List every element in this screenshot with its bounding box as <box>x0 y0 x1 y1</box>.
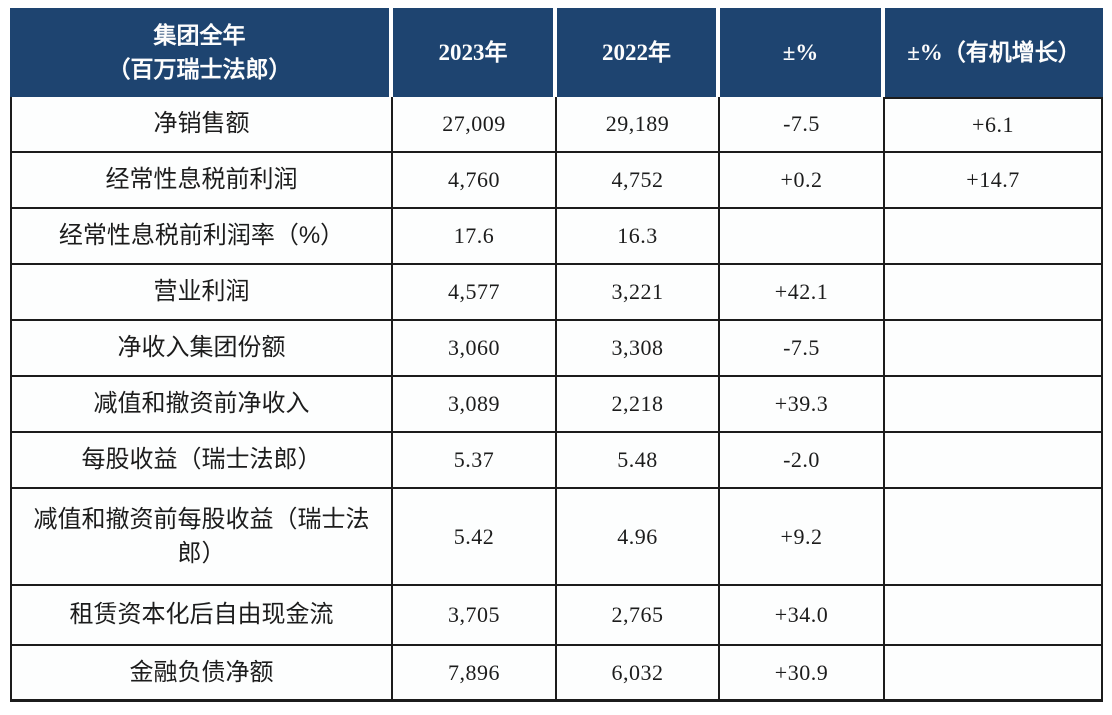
value-organic <box>885 265 1103 321</box>
header-row: 集团全年 （百万瑞士法郎） 2023年 2022年 ±% ±%（有机增长） <box>10 8 1103 97</box>
value-pct: +9.2 <box>720 489 885 586</box>
value-pct: +42.1 <box>720 265 885 321</box>
header-metric: 集团全年 （百万瑞士法郎） <box>10 8 393 97</box>
value-2023: 5.42 <box>393 489 557 586</box>
table-row: 金融负债净额 7,896 6,032 +30.9 <box>10 646 1103 702</box>
table-body: 净销售额 27,009 29,189 -7.5 +6.1 经常性息税前利润 4,… <box>10 97 1103 702</box>
value-2023: 4,577 <box>393 265 557 321</box>
financial-results-table: 集团全年 （百万瑞士法郎） 2023年 2022年 ±% ±%（有机增长） 净销… <box>10 8 1103 702</box>
table-row: 净收入集团份额 3,060 3,308 -7.5 <box>10 321 1103 377</box>
value-pct <box>720 209 885 265</box>
value-2022: 3,308 <box>557 321 720 377</box>
value-organic <box>885 433 1103 489</box>
header-metric-line2: （百万瑞士法郎） <box>107 56 292 82</box>
value-pct: +30.9 <box>720 646 885 702</box>
value-2022: 29,189 <box>557 97 720 153</box>
row-label: 减值和撤资前净收入 <box>10 377 393 433</box>
value-2023: 7,896 <box>393 646 557 702</box>
table-row: 减值和撤资前每股收益（瑞士法郎） 5.42 4.96 +9.2 <box>10 489 1103 586</box>
header-2022: 2022年 <box>557 8 720 97</box>
value-2023: 3,060 <box>393 321 557 377</box>
value-pct: -2.0 <box>720 433 885 489</box>
row-label: 营业利润 <box>10 265 393 321</box>
table-header: 集团全年 （百万瑞士法郎） 2023年 2022年 ±% ±%（有机增长） <box>10 8 1103 97</box>
value-organic <box>885 209 1103 265</box>
row-label: 经常性息税前利润 <box>10 153 393 209</box>
value-organic <box>885 489 1103 586</box>
value-organic <box>885 586 1103 646</box>
value-2022: 3,221 <box>557 265 720 321</box>
value-pct: +39.3 <box>720 377 885 433</box>
row-label: 金融负债净额 <box>10 646 393 702</box>
header-pct-organic: ±%（有机增长） <box>885 8 1103 97</box>
value-2022: 2,765 <box>557 586 720 646</box>
value-2023: 27,009 <box>393 97 557 153</box>
value-pct: +0.2 <box>720 153 885 209</box>
table-row: 经常性息税前利润率（%） 17.6 16.3 <box>10 209 1103 265</box>
row-label: 减值和撤资前每股收益（瑞士法郎） <box>10 489 393 586</box>
value-organic: +14.7 <box>885 153 1103 209</box>
value-pct: +34.0 <box>720 586 885 646</box>
value-2023: 3,089 <box>393 377 557 433</box>
value-organic <box>885 321 1103 377</box>
value-2022: 4,752 <box>557 153 720 209</box>
value-2022: 2,218 <box>557 377 720 433</box>
value-organic <box>885 646 1103 702</box>
value-organic: +6.1 <box>885 97 1103 153</box>
row-label: 租赁资本化后自由现金流 <box>10 586 393 646</box>
value-pct: -7.5 <box>720 97 885 153</box>
table-row: 净销售额 27,009 29,189 -7.5 +6.1 <box>10 97 1103 153</box>
value-2022: 16.3 <box>557 209 720 265</box>
table-row: 减值和撤资前净收入 3,089 2,218 +39.3 <box>10 377 1103 433</box>
header-pct-change: ±% <box>720 8 885 97</box>
row-label: 经常性息税前利润率（%） <box>10 209 393 265</box>
value-2023: 3,705 <box>393 586 557 646</box>
row-label: 净销售额 <box>10 97 393 153</box>
table-row: 每股收益（瑞士法郎） 5.37 5.48 -2.0 <box>10 433 1103 489</box>
header-metric-line1: 集团全年 <box>153 23 246 49</box>
value-2022: 6,032 <box>557 646 720 702</box>
value-pct: -7.5 <box>720 321 885 377</box>
table-row: 经常性息税前利润 4,760 4,752 +0.2 +14.7 <box>10 153 1103 209</box>
value-2022: 5.48 <box>557 433 720 489</box>
table-row: 租赁资本化后自由现金流 3,705 2,765 +34.0 <box>10 586 1103 646</box>
value-2022: 4.96 <box>557 489 720 586</box>
row-label: 每股收益（瑞士法郎） <box>10 433 393 489</box>
value-organic <box>885 377 1103 433</box>
value-2023: 17.6 <box>393 209 557 265</box>
row-label: 净收入集团份额 <box>10 321 393 377</box>
value-2023: 5.37 <box>393 433 557 489</box>
header-2023: 2023年 <box>393 8 557 97</box>
value-2023: 4,760 <box>393 153 557 209</box>
table-row: 营业利润 4,577 3,221 +42.1 <box>10 265 1103 321</box>
